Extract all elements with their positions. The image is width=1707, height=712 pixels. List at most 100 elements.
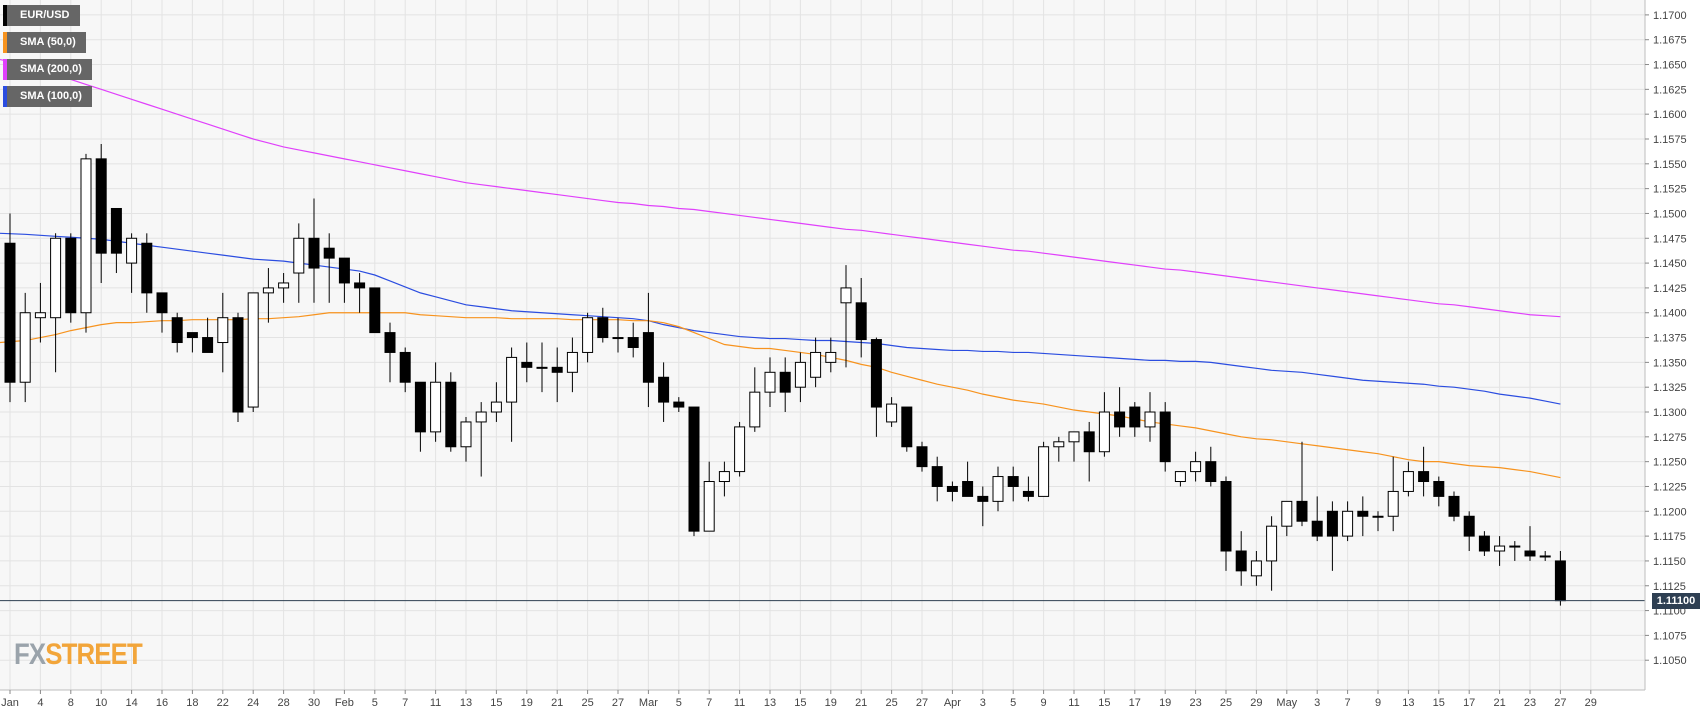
candle (1463, 511, 1475, 552)
candle (977, 486, 989, 527)
y-tick-label: 1.1450 (1653, 258, 1687, 270)
candle (1235, 531, 1247, 586)
x-axis-background (0, 690, 1707, 712)
x-tick-label: 24 (247, 697, 259, 709)
candle (34, 282, 46, 343)
x-tick-label: May (1276, 697, 1297, 709)
legend-label: SMA (100,0) (3, 86, 92, 107)
candle-body-up (126, 237, 138, 264)
candle-body-up (262, 287, 274, 294)
x-tick-label: Feb (335, 697, 354, 709)
y-tick-label: 1.1225 (1653, 481, 1687, 493)
candle-body-down (110, 207, 122, 254)
candle-body-down (1433, 481, 1445, 497)
x-tick-label: 27 (916, 697, 928, 709)
candle-body-down (1007, 476, 1019, 487)
candle (65, 233, 77, 323)
candle (1190, 451, 1202, 482)
candle-body-down (171, 317, 183, 344)
candle (536, 342, 548, 393)
candle-body-up (825, 351, 837, 363)
x-tick-label: 11 (734, 697, 745, 709)
y-tick-label: 1.1275 (1653, 432, 1687, 444)
candle (1509, 541, 1521, 561)
candle (566, 337, 578, 393)
candle-body-down (1296, 500, 1308, 522)
x-tick-label: 22 (217, 697, 229, 709)
candle-body-up (1372, 515, 1384, 518)
candle-body-up (34, 312, 46, 319)
candle-body-down (1220, 481, 1232, 552)
candle-body-down (1235, 550, 1247, 572)
candle (855, 277, 867, 358)
candle-body-down (642, 332, 654, 383)
candle-body-down (1357, 510, 1369, 517)
candle (1007, 466, 1019, 502)
candle-body-up (247, 292, 259, 408)
candle-body-up (764, 371, 776, 393)
y-tick-label: 1.1175 (1653, 531, 1686, 543)
candle (749, 367, 761, 432)
x-tick-label: 11 (1068, 697, 1079, 709)
candle-body-up (1281, 500, 1293, 527)
candle-body-down (1159, 411, 1171, 463)
candle-body-down (1114, 411, 1126, 428)
x-tick-label: 15 (794, 697, 806, 709)
candle (1281, 500, 1293, 537)
candle-body-up (1494, 545, 1506, 552)
candle-body-down (445, 381, 457, 448)
y-tick-label: 1.1525 (1653, 184, 1687, 196)
candle (1114, 387, 1126, 437)
candle-body-down (870, 339, 882, 408)
candle (703, 461, 715, 532)
candle (642, 292, 654, 408)
candle (1524, 526, 1536, 561)
candle-body-down (597, 317, 609, 339)
x-tick-label: 19 (1159, 697, 1171, 709)
candle (1326, 501, 1338, 571)
candle (916, 441, 928, 472)
candle (506, 347, 518, 442)
candle-body-down (399, 351, 411, 383)
candle-body-up (1509, 545, 1521, 548)
candle-body-down (141, 242, 153, 294)
candle (1068, 431, 1080, 462)
candle (551, 347, 563, 403)
candle-body-up (566, 351, 578, 373)
candle (202, 317, 214, 353)
candle (1250, 551, 1262, 586)
candle (156, 292, 168, 333)
candle (840, 265, 852, 368)
candle-body-down (946, 485, 958, 492)
candle-body-up (1098, 411, 1110, 453)
y-tick-label: 1.1125 (1653, 581, 1686, 593)
x-tick-label: 15 (490, 697, 502, 709)
x-tick-label: 5 (372, 697, 378, 709)
candle-body-down (658, 376, 670, 403)
y-tick-label: 1.1250 (1653, 457, 1687, 469)
candle (1387, 456, 1399, 532)
candle-body-up (217, 317, 229, 344)
x-axis: Jan 4 8 10 14 16 18 22 24 28 30 Feb 5 7 11 13 15 19 21 25 27… (0, 689, 1707, 712)
candle (1539, 551, 1551, 561)
x-tick-label: 7 (1345, 697, 1351, 709)
x-tick-label: 5 (676, 697, 682, 709)
candle-body-down (855, 302, 867, 341)
candle (673, 397, 685, 413)
y-tick-label: 1.1375 (1653, 333, 1687, 345)
x-tick-label: 14 (125, 697, 137, 709)
candle-body-up (1068, 431, 1080, 443)
x-tick-label: 29 (1250, 697, 1262, 709)
candle-body-down (414, 381, 426, 433)
x-tick-label: 18 (186, 697, 198, 709)
y-tick-label: 1.1325 (1653, 382, 1687, 394)
candle-body-down (931, 466, 943, 487)
candle-body-down (308, 237, 320, 269)
candle (1159, 402, 1171, 472)
candle-body-up (749, 391, 761, 428)
candle-body-up (1342, 510, 1354, 537)
x-tick-label: 21 (551, 697, 563, 709)
candle-body-up (703, 481, 715, 532)
x-tick-label: 16 (156, 697, 168, 709)
